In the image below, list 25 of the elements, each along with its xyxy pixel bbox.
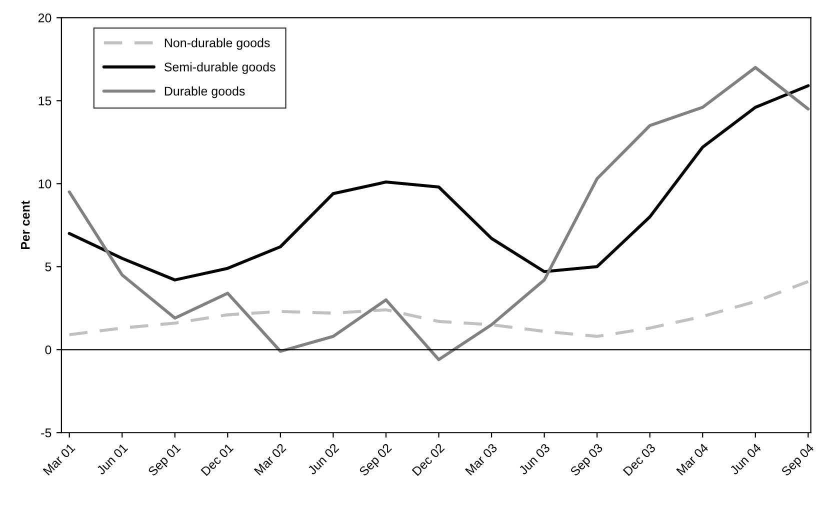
x-tick-label: Sep 02 xyxy=(358,443,394,478)
legend-label: Semi-durable goods xyxy=(164,62,276,74)
y-tick-label: 5 xyxy=(45,262,52,272)
x-tick-label: Mar 04 xyxy=(676,442,709,476)
y-tick-label: 20 xyxy=(38,14,52,22)
x-tick-label: Jun 03 xyxy=(518,442,550,476)
x-tick-label: Dec 02 xyxy=(412,443,445,476)
x-tick-label: Mar 03 xyxy=(464,442,498,476)
legend-label: Non-durable goods xyxy=(164,38,270,50)
x-tick-label: Mar 01 xyxy=(42,443,76,476)
x-tick-label: Jun 02 xyxy=(307,443,340,476)
x-tick-label: Sep 03 xyxy=(570,442,605,478)
x-tick-label: Mar 02 xyxy=(254,443,286,476)
x-tick-label: Dec 03 xyxy=(622,442,656,476)
x-tick-label: Sep 01 xyxy=(148,443,183,478)
y-axis-title: Per cent xyxy=(21,200,30,249)
y-tick-label: 10 xyxy=(38,179,52,188)
y-tick-label: 0 xyxy=(45,345,52,354)
legend-label: Durable goods xyxy=(164,86,245,98)
y-tick-label: -5 xyxy=(41,428,52,438)
x-tick-label: Jun 04 xyxy=(729,442,762,476)
x-tick-label: Jun 01 xyxy=(96,443,128,476)
y-tick-label: 15 xyxy=(38,96,52,106)
x-tick-label: Dec 01 xyxy=(200,443,234,476)
x-tick-label: Sep 04 xyxy=(780,442,816,478)
